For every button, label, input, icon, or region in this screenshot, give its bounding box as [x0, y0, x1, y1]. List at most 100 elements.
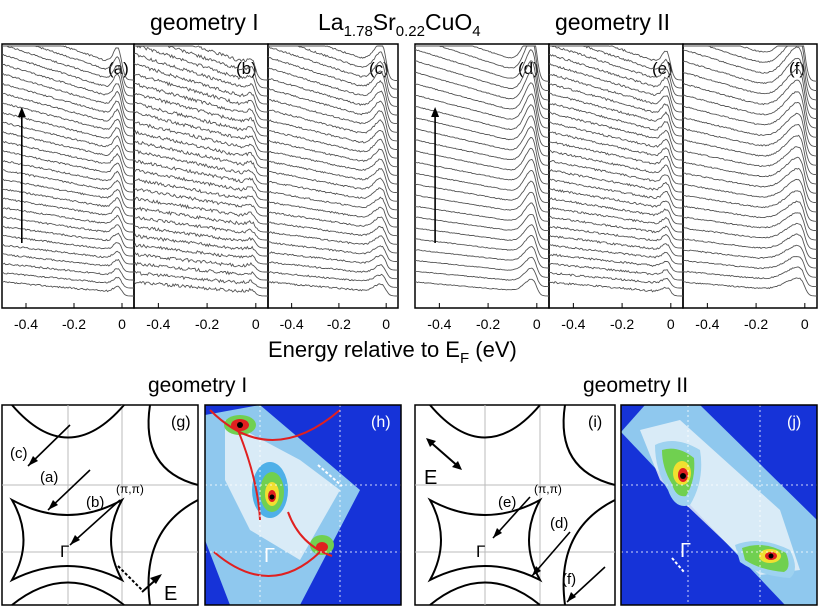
x-tick-label: 0 — [667, 316, 675, 332]
intensity-peak — [237, 422, 243, 428]
edc-curve-a — [1, 178, 134, 209]
cut-arrowhead — [532, 566, 541, 576]
edc-curve-b — [133, 280, 268, 297]
x-tick-label: -0.2 — [62, 316, 86, 332]
cut-label-a: (a) — [40, 469, 58, 486]
edc-curve-d — [414, 93, 549, 138]
fermi-surface-fit — [287, 511, 333, 557]
edc-curve-c — [267, 46, 398, 99]
edc-curve-d — [414, 104, 549, 148]
edc-curve-c — [268, 45, 399, 82]
edc-curve-f — [682, 124, 818, 166]
edc-curve-b — [133, 92, 268, 137]
panel-h: Γ (h) — [204, 404, 402, 606]
edc-curve-f — [682, 112, 817, 157]
gamma-label: Γ — [60, 542, 69, 561]
edc-curve-d — [414, 213, 549, 241]
edc-curve-b — [133, 62, 268, 113]
fermi-surface-arc — [429, 581, 541, 606]
edc-curve-f — [682, 57, 818, 110]
polarization-arrow-dotted — [317, 464, 343, 487]
edc-curve-f — [682, 68, 818, 120]
cut-arrowhead — [70, 535, 80, 545]
edc-curve-c — [267, 241, 398, 262]
polarization-arrowhead — [150, 574, 162, 584]
panel-j: Γ (j) — [620, 404, 818, 606]
fermi-surface-fit — [209, 409, 341, 441]
edc-curve-c — [267, 129, 398, 168]
edc-curve-a — [1, 280, 134, 297]
edc-curve-a — [1, 63, 134, 113]
edc-curve-d — [415, 170, 549, 204]
edc-curve-d — [414, 224, 549, 250]
edc-curve-d — [414, 235, 550, 260]
panel-g: (c) (a) (b) (π,π) Γ E (g) — [1, 404, 199, 606]
x-tick-label: 0 — [382, 316, 390, 332]
edc-curve-a — [1, 235, 134, 257]
edc-curve-e — [548, 160, 683, 193]
edc-curve-d — [414, 246, 549, 269]
edc-curve-a — [2, 262, 134, 281]
edc-curve-e — [548, 63, 683, 113]
panel-j-label: (j) — [787, 414, 801, 431]
x-tick-label: 0 — [533, 316, 541, 332]
pi-pi-label: (π,π) — [534, 482, 562, 496]
edc-curve-f — [682, 134, 817, 176]
edc-curve-c — [267, 201, 399, 228]
edc-curve-a — [1, 225, 134, 249]
panel-i: E (e) (d) (f) (π,π) Γ (i) — [414, 404, 616, 606]
panel-c-frame — [267, 43, 399, 309]
edc-curve-a — [1, 130, 134, 169]
x-tick-label: -0.2 — [744, 316, 768, 332]
cut-arrowhead — [28, 456, 38, 466]
edc-curve-d — [414, 136, 549, 176]
edc-curve-b — [133, 187, 268, 217]
edc-curve-e — [548, 131, 683, 169]
fermi-surface-pocket — [427, 497, 543, 583]
intensity-peak — [768, 553, 774, 559]
geometry-title-top-left: geometry I — [150, 9, 259, 35]
edc-curve-a — [1, 121, 134, 161]
x-tick-label: -0.4 — [427, 316, 451, 332]
cut-arrowhead — [567, 592, 576, 602]
cut-line-b — [69, 499, 121, 546]
edc-curve-f — [682, 79, 817, 129]
edc-curve-b — [133, 270, 268, 289]
edc-curve-c — [267, 170, 398, 202]
edc-curve-f — [682, 200, 817, 232]
edc-curve-e — [549, 45, 683, 97]
edc-curve-b — [133, 233, 268, 257]
edc-curve-b — [133, 102, 268, 145]
edc-curve-f — [682, 256, 817, 278]
edc-curve-a — [1, 53, 134, 105]
panel-j-frame — [620, 404, 818, 606]
edc-curve-c — [267, 190, 398, 219]
edc-curve-e — [548, 73, 683, 121]
edc-curve-d — [415, 278, 549, 297]
polarization-arrow-dotted — [671, 557, 685, 573]
polarization-arrow-dotted — [117, 565, 143, 591]
edc-curve-f — [682, 266, 817, 288]
x-tick-label: -0.2 — [195, 316, 219, 332]
edc-curve-e — [549, 54, 683, 105]
edc-curve-a — [2, 244, 134, 265]
polarization-arrowhead — [452, 461, 462, 470]
edc-curve-f — [682, 156, 818, 194]
x-tick-label: -0.2 — [610, 316, 634, 332]
edc-curve-d — [414, 48, 550, 101]
cut-label-e: (e) — [498, 494, 516, 511]
edc-curve-d — [414, 60, 549, 110]
edc-curve-d — [414, 115, 550, 157]
edc-curve-c — [268, 99, 398, 142]
panel-h-frame — [204, 404, 402, 606]
fermi-surface-fit — [237, 429, 261, 521]
x-tick-label: -0.4 — [14, 316, 38, 332]
edc-curve-a — [1, 197, 134, 225]
edc-curve-b — [133, 139, 268, 177]
gamma-label: Γ — [680, 540, 691, 562]
polarization-label-E: E — [164, 583, 177, 605]
edc-curve-d — [414, 71, 549, 120]
edc-curve-f — [682, 102, 817, 148]
edc-curve-c — [267, 180, 398, 211]
intensity-peak — [269, 494, 275, 500]
